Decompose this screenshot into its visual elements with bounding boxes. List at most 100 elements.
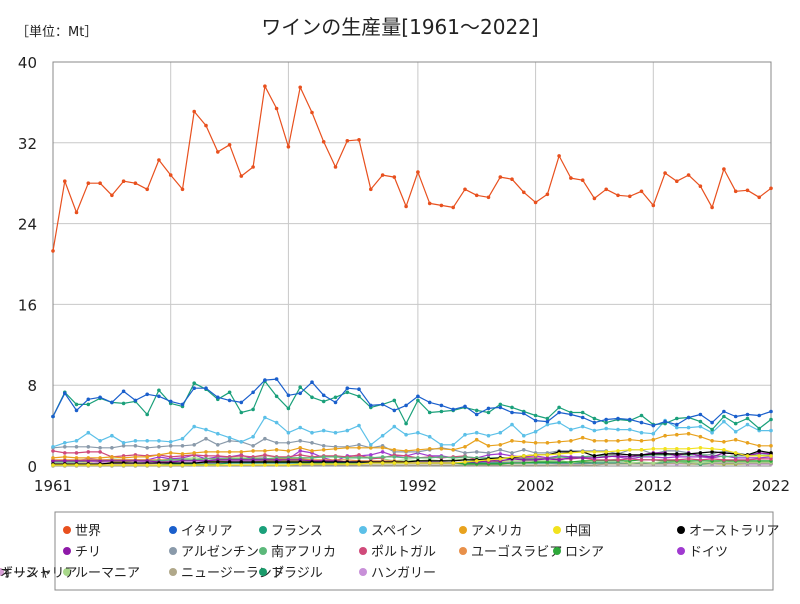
data-point xyxy=(474,408,479,413)
data-point xyxy=(204,123,208,128)
y-tick-label: 24 xyxy=(18,216,37,234)
legend-label: ドイツ xyxy=(689,545,728,560)
data-point xyxy=(86,450,91,454)
data-point xyxy=(722,414,726,419)
data-point xyxy=(86,402,91,407)
data-point xyxy=(345,428,350,433)
data-point xyxy=(616,452,620,456)
data-point xyxy=(427,447,432,451)
data-point xyxy=(757,454,761,458)
data-point xyxy=(216,450,220,454)
data-point xyxy=(604,450,608,454)
data-point xyxy=(569,456,573,460)
data-point xyxy=(274,463,279,467)
data-point xyxy=(675,452,679,456)
data-point xyxy=(463,460,467,464)
legend-label: アルゼンチン xyxy=(181,545,259,560)
data-point xyxy=(463,451,467,455)
data-point xyxy=(710,447,714,451)
data-point xyxy=(168,444,173,448)
data-point xyxy=(498,448,503,452)
data-point xyxy=(121,441,126,445)
data-point xyxy=(298,385,303,390)
data-point xyxy=(569,460,573,464)
data-point xyxy=(63,455,67,459)
data-point xyxy=(404,456,408,460)
data-point xyxy=(145,446,149,450)
data-point xyxy=(757,413,761,418)
data-point xyxy=(651,458,656,462)
legend-label: ロシア xyxy=(565,545,604,560)
data-point xyxy=(298,449,303,453)
data-point xyxy=(298,462,303,466)
data-point xyxy=(63,441,67,445)
data-point xyxy=(357,443,361,447)
data-point xyxy=(474,450,479,454)
data-point xyxy=(733,458,738,462)
data-point xyxy=(533,429,538,434)
data-point xyxy=(592,428,597,433)
x-tick-label: 1961 xyxy=(34,477,72,495)
data-point xyxy=(133,463,138,467)
data-point xyxy=(651,447,656,451)
series-line xyxy=(53,462,771,467)
data-point xyxy=(698,412,703,417)
data-point xyxy=(498,462,503,466)
data-point xyxy=(604,439,608,443)
data-point xyxy=(474,430,479,435)
series-line xyxy=(53,454,772,463)
data-point xyxy=(675,179,679,183)
data-point xyxy=(580,178,585,182)
data-point xyxy=(251,165,255,169)
data-point xyxy=(251,390,255,395)
data-point xyxy=(357,394,361,399)
legend-marker xyxy=(259,568,267,576)
data-point xyxy=(757,457,761,461)
data-point xyxy=(216,395,220,400)
series-3 xyxy=(51,415,773,449)
data-point xyxy=(769,186,773,191)
legend-item: アメリカ xyxy=(459,524,522,539)
data-point xyxy=(545,419,550,424)
data-point xyxy=(557,410,561,415)
series-line xyxy=(53,450,772,465)
data-point xyxy=(639,439,644,443)
legend-item: ポルトガル xyxy=(359,545,436,560)
data-point xyxy=(533,458,538,462)
data-point xyxy=(710,205,714,210)
data-point xyxy=(757,426,761,431)
data-point xyxy=(263,436,267,441)
data-point xyxy=(74,463,79,467)
data-point xyxy=(110,463,114,467)
data-point xyxy=(321,444,326,448)
data-point xyxy=(698,424,703,429)
series-5 xyxy=(51,446,773,467)
legend-marker xyxy=(553,526,561,534)
data-point xyxy=(286,430,291,435)
data-point xyxy=(698,458,703,462)
data-point xyxy=(192,424,196,429)
series-line xyxy=(52,416,771,448)
data-point xyxy=(474,459,479,463)
data-point xyxy=(545,460,550,464)
data-point xyxy=(463,445,467,449)
data-point xyxy=(569,412,573,417)
data-point xyxy=(263,378,267,382)
data-point xyxy=(321,140,326,144)
data-point xyxy=(580,459,585,463)
legend-marker xyxy=(359,547,367,555)
data-point xyxy=(133,398,138,403)
legend-item: オーストリア xyxy=(0,566,77,581)
data-point xyxy=(451,461,456,465)
data-point xyxy=(427,400,432,405)
data-point xyxy=(710,455,714,459)
data-point xyxy=(74,456,79,460)
data-point xyxy=(180,452,185,456)
data-point xyxy=(463,187,467,192)
data-point xyxy=(439,443,444,447)
data-point xyxy=(486,458,491,462)
data-point xyxy=(651,431,656,436)
data-point xyxy=(133,455,138,459)
data-point xyxy=(651,452,656,456)
